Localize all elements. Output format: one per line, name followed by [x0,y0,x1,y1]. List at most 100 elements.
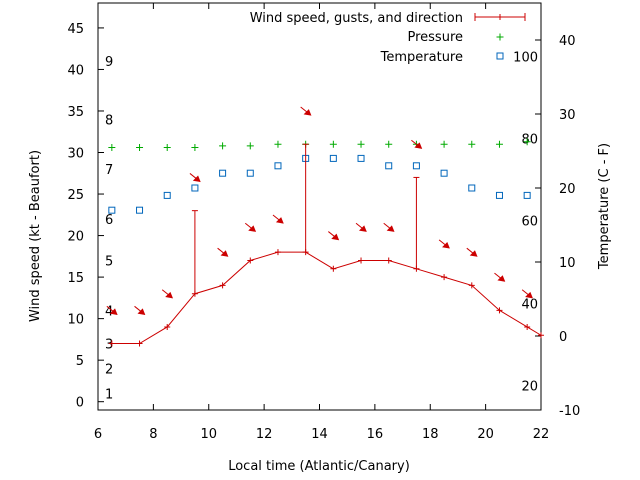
x-tick-label: 6 [94,427,102,442]
plot-border [97,2,542,411]
beaufort-label: 5 [105,254,113,269]
wind-speed-line [111,251,542,345]
x-tick-label: 14 [311,427,328,442]
pressure-point [163,144,171,152]
beaufort-label: 1 [105,387,113,402]
y-tick-label: 30 [67,147,84,162]
legend-label-pressure: Pressure [407,30,463,45]
pressure-point [468,140,476,148]
wind-speed-point [496,307,503,314]
wind-speed-point [164,323,171,330]
fahrenheit-label: 20 [521,380,538,395]
pressure-point [191,144,199,152]
pressure-point [329,140,337,148]
y2-tick-label: 30 [559,108,576,123]
pressure-point [385,140,393,148]
pressure-point [246,142,254,150]
temperature-point [385,162,393,170]
y-axis-label: Wind speed (kt - Beaufort) [28,150,43,322]
wind-direction-arrowhead [275,217,284,224]
legend-label-wind: Wind speed, gusts, and direction [250,11,463,26]
legend-sample-pressure [496,33,504,41]
pressure-point [274,140,282,148]
wind-speed-point [274,249,281,256]
wind-direction-arrowhead [192,175,201,183]
temperature-point [523,191,531,199]
x-tick-label: 8 [149,427,157,442]
wind-speed-point [330,265,337,272]
pressure-point [495,140,503,148]
y-tick-label: 20 [67,230,84,245]
y2-tick-label: 20 [559,182,576,197]
y2-tick-label: 10 [559,256,576,271]
x-tick-label: 10 [200,427,217,442]
x-tick-label: 18 [422,427,439,442]
wind-direction-arrowhead [137,308,146,315]
wind-direction-arrowhead [442,241,450,249]
pressure-point [440,140,448,148]
wind-speed-point [524,323,531,330]
legend-sample-temperature [496,52,504,60]
wind-direction-arrowhead [469,250,478,257]
data-series [106,106,544,347]
y-tick-label: 35 [67,105,84,120]
fahrenheit-label: 100 [513,50,538,65]
beaufort-label: 8 [105,113,113,128]
pressure-point [219,142,227,150]
temperature-point [440,169,448,177]
temperature-point [246,169,254,177]
wind-direction-arrowhead [525,291,533,299]
wind-speed-point [385,257,392,264]
wind-speed-point [191,290,198,297]
wind-speed-point [358,257,365,264]
y-tick-label: 10 [67,313,84,328]
wind-direction-arrowhead [220,250,229,257]
x-tick-label: 12 [256,427,273,442]
y-tick-label: 5 [76,354,84,369]
beaufort-label: 6 [105,213,113,228]
temperature-point [329,154,337,162]
beaufort-label: 7 [105,163,113,178]
y-tick-label: 40 [67,63,84,78]
wind-speed-point [136,340,143,347]
wind-speed-point [413,265,420,272]
pressure-point [357,140,365,148]
beaufort-label: 4 [105,304,113,319]
wind-speed-point [441,274,448,281]
x-axis-label: Local time (Atlantic/Canary) [228,459,410,474]
fahrenheit-label: 60 [521,215,538,230]
fahrenheit-label: 40 [521,297,538,312]
legend: Wind speed, gusts, and direction Pressur… [250,11,526,65]
wind-direction-arrowhead [165,291,174,299]
pressure-point [136,144,144,152]
wind-direction-arrowhead [358,225,367,232]
beaufort-label: 3 [105,338,113,353]
axis-ticks [97,3,542,411]
x-tick-label: 22 [533,427,550,442]
temperature-point [412,162,420,170]
y2-tick-label: 40 [559,34,576,49]
wind-direction-arrowhead [386,225,395,232]
wind-direction-arrowhead [414,142,423,149]
plot-frame [97,2,542,411]
temperature-point [219,169,227,177]
beaufort-label: 2 [105,362,113,377]
temperature-point [191,184,199,192]
wind-speed-point [108,340,115,347]
y-tick-label: 25 [67,188,84,203]
wind-speed-point [219,282,226,289]
pressure-point [523,138,531,146]
y2-tick-label: -10 [559,404,580,419]
wind-direction-arrowhead [331,233,340,241]
temperature-point [163,191,171,199]
wind-speed-point [538,332,544,339]
temperature-point [357,154,365,162]
y2-tick-label: 0 [559,330,567,345]
y-tick-label: 15 [67,271,84,286]
temperature-point [468,184,476,192]
y-tick-label: 45 [67,22,84,37]
y2-axis-label: Temperature (C - F) [597,143,612,270]
tick-labels: 6 8 10 12 14 16 18 20 22051015202530354045-10010… [67,22,580,442]
fahrenheit-label: 80 [521,132,538,147]
